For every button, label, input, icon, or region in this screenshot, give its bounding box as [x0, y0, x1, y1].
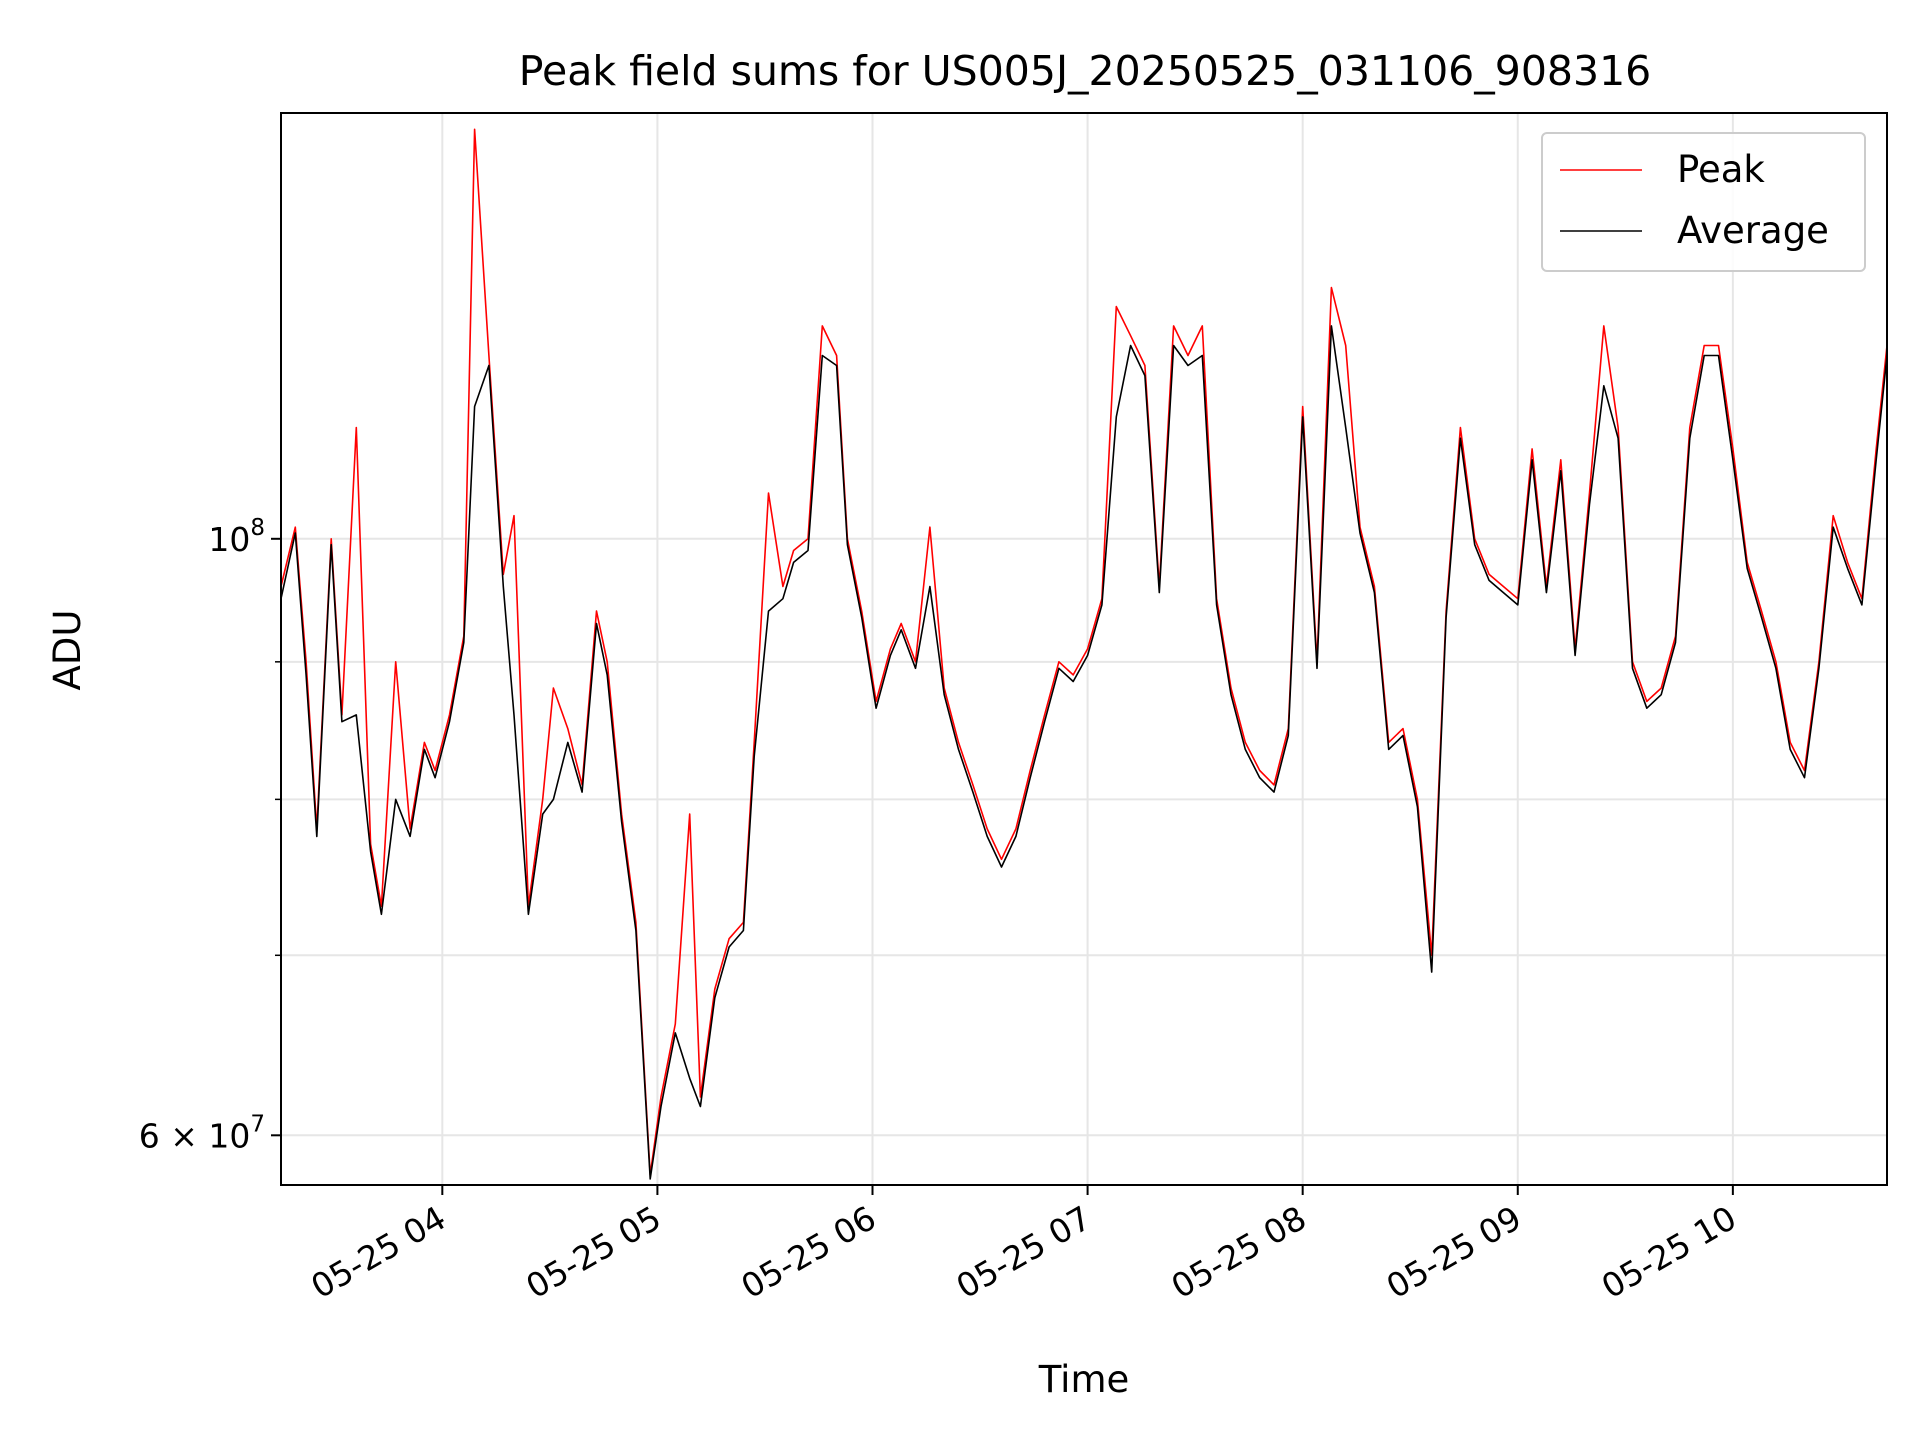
series-line-average [280, 325, 1888, 1180]
y-axis-ticks: 6 × 107 108 [139, 515, 281, 1155]
legend: Peak Average [1541, 132, 1866, 272]
legend-label-peak: Peak [1677, 148, 1765, 191]
legend-label-average: Average [1677, 209, 1829, 252]
legend-box [1541, 132, 1866, 272]
x-axis-label: Time [1038, 1358, 1130, 1401]
y-tick-label: 108 [208, 515, 265, 559]
plot-frame [280, 112, 1888, 1186]
y-axis-label: ADU [46, 610, 89, 691]
y-tick-label: 6 × 107 [139, 1111, 265, 1155]
chart-title: Peak field sums for US005J_20250525_0311… [519, 47, 1652, 95]
series-line-peak [280, 128, 1888, 1176]
series-lines [280, 128, 1888, 1180]
